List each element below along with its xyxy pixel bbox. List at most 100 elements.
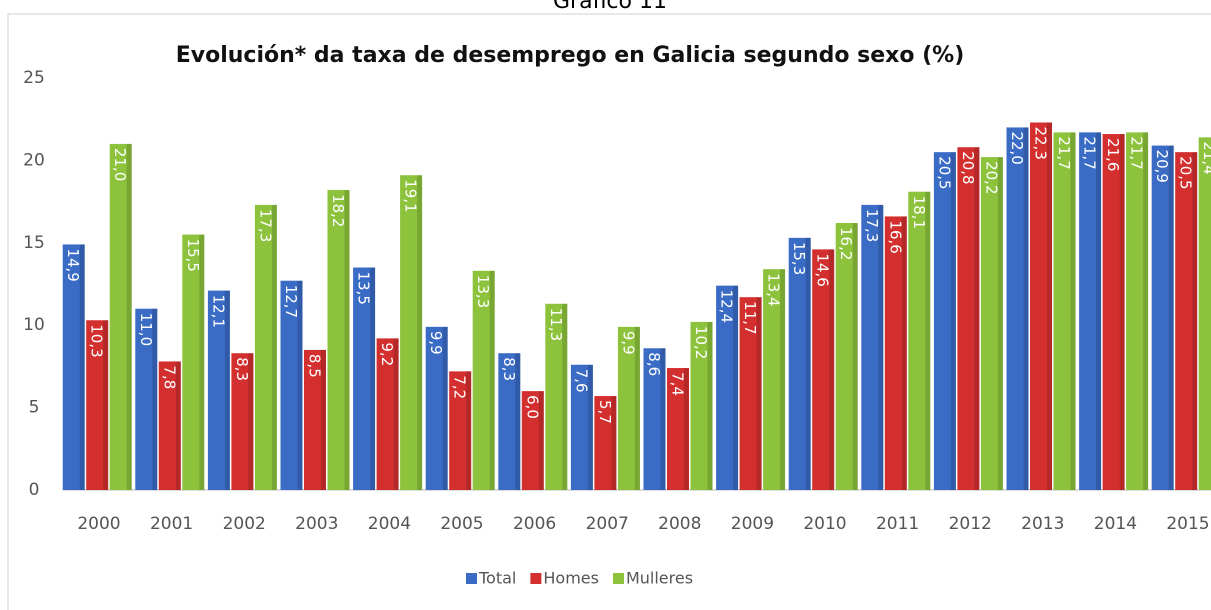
bar-shade: [684, 368, 689, 490]
value-label: 21,0: [111, 148, 129, 181]
bar: [135, 308, 158, 490]
y-tick-label: 5: [29, 398, 40, 418]
bar-shade: [805, 237, 811, 490]
bar: [1126, 132, 1149, 490]
x-tick-label: 2008: [658, 514, 701, 534]
bar-shade: [442, 326, 448, 490]
bar-shade: [1047, 122, 1052, 490]
bar: [594, 396, 617, 490]
value-label: 20,9: [1153, 150, 1171, 183]
bar: [1102, 134, 1125, 491]
bar: [1175, 152, 1198, 490]
bar-shade: [126, 143, 132, 491]
value-label: 13,4: [765, 273, 783, 306]
bar: [400, 175, 423, 490]
bar: [908, 191, 931, 490]
value-label: 14,6: [814, 253, 832, 286]
bar-shade: [103, 320, 109, 490]
value-label: 13,3: [474, 275, 492, 308]
value-label: 9,2: [378, 342, 396, 366]
legend-swatch: [530, 573, 542, 584]
value-label: 9,9: [619, 331, 637, 355]
bar-shade: [271, 204, 277, 490]
bar: [449, 371, 472, 490]
bar-shade: [417, 175, 423, 490]
bar: [957, 147, 980, 490]
value-label: 8,5: [306, 354, 324, 378]
bar-shade: [489, 270, 495, 490]
bar: [376, 338, 399, 490]
value-label: 11,3: [547, 308, 565, 341]
x-tick-label: 2004: [368, 514, 411, 534]
bar: [254, 204, 277, 490]
bar: [86, 320, 109, 490]
value-label: 18,2: [329, 194, 347, 227]
bar: [812, 249, 835, 490]
value-label: 15,3: [790, 242, 808, 275]
x-tick-label: 2011: [876, 514, 919, 534]
value-label: 17,3: [863, 209, 881, 242]
value-label: 20,8: [959, 151, 977, 184]
value-label: 21,4: [1200, 141, 1211, 174]
bar: [472, 270, 495, 490]
x-tick-label: 2001: [150, 514, 193, 534]
value-label: 15,5: [184, 239, 202, 272]
y-tick-label: 0: [29, 480, 40, 500]
bar-shade: [756, 297, 762, 490]
value-label: 7,6: [572, 369, 590, 393]
bar: [1079, 132, 1102, 490]
value-label: 6,0: [523, 395, 541, 419]
bar: [1053, 132, 1076, 490]
bar: [643, 348, 666, 490]
bar: [545, 303, 568, 490]
bar-shade: [1096, 132, 1102, 490]
bar-shade: [538, 391, 544, 490]
value-label: 19,1: [402, 179, 420, 212]
legend-label: Homes: [543, 569, 599, 588]
bar-shade: [466, 371, 472, 490]
x-tick-label: 2005: [440, 514, 483, 534]
bar: [835, 223, 858, 491]
bar: [521, 391, 544, 490]
x-tick-label: 2013: [1021, 514, 1064, 534]
bar: [1198, 137, 1211, 490]
bar: [62, 244, 85, 490]
bar: [690, 321, 713, 490]
legend-label: Total: [478, 569, 516, 588]
bar: [980, 157, 1003, 490]
x-tick-label: 2010: [803, 514, 846, 534]
bar-shade: [248, 353, 254, 490]
bar-shade: [224, 290, 230, 490]
bar: [667, 368, 689, 490]
value-label: 21,7: [1081, 136, 1099, 169]
y-tick-label: 20: [23, 150, 45, 170]
bar: [788, 237, 811, 490]
value-label: 20,2: [982, 161, 1000, 194]
bar: [280, 280, 303, 490]
y-tick-label: 25: [23, 68, 45, 88]
value-label: 22,3: [1032, 126, 1050, 159]
bar: [1006, 127, 1029, 490]
bar: [933, 152, 956, 490]
y-tick-label: 10: [23, 315, 45, 335]
bar-shade: [562, 303, 568, 490]
value-label: 22,0: [1008, 131, 1026, 164]
page-header: Gráfico 11: [553, 0, 667, 14]
bar: [304, 349, 326, 490]
bar: [425, 326, 448, 490]
bar: [231, 353, 254, 490]
bar-shade: [611, 396, 617, 490]
value-label: 11,7: [741, 301, 759, 334]
bar-shade: [152, 308, 158, 490]
bar: [617, 326, 640, 490]
bar-shade: [852, 223, 858, 491]
bar-shade: [780, 269, 786, 490]
value-label: 21,7: [1055, 136, 1073, 169]
bar-shade: [634, 326, 640, 490]
value-label: 13,5: [355, 272, 373, 305]
bar-shade: [878, 204, 884, 490]
value-label: 20,5: [935, 156, 953, 189]
value-label: 10,2: [692, 326, 710, 359]
bar-shade: [515, 353, 521, 490]
